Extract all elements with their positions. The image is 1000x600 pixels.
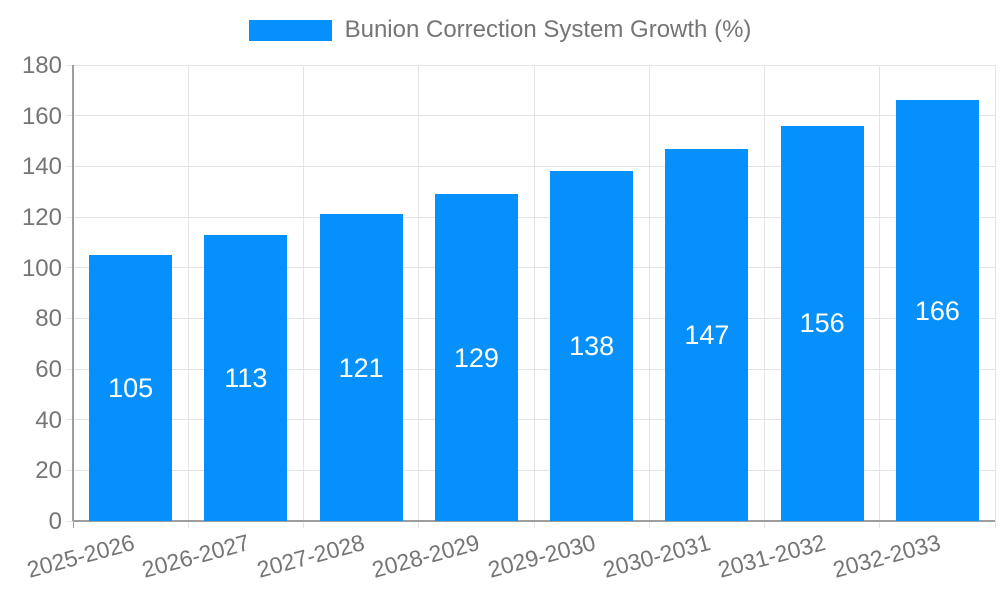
- y-axis-tick-label: 120: [21, 204, 62, 231]
- y-axis-tick-label: 60: [35, 356, 62, 383]
- bar-2028-2029: [434, 194, 518, 521]
- gridline-horizontal: [66, 368, 995, 370]
- x-axis-category-label: 2029-2030: [484, 529, 598, 583]
- y-axis-tick-label: 160: [21, 102, 62, 130]
- x-axis-line: [73, 520, 995, 522]
- legend[interactable]: Bunion Correction System Growth (%): [0, 18, 1000, 42]
- legend-label: Bunion Correction System Growth (%): [344, 16, 752, 43]
- gridline-horizontal: [66, 469, 995, 471]
- gridline-horizontal: [66, 165, 995, 167]
- y-axis-tick-label: 80: [35, 305, 62, 333]
- gridline-horizontal: [66, 115, 995, 117]
- bar-2027-2028: [319, 214, 403, 521]
- x-axis-category-label: 2030-2031: [600, 529, 714, 583]
- gridline-vertical: [303, 65, 304, 528]
- x-axis-category-label: 2028-2029: [369, 529, 483, 583]
- bar-value-label: 147: [684, 319, 730, 350]
- x-axis-tick: [72, 521, 74, 528]
- y-axis-tick-label: 180: [21, 52, 62, 79]
- gridline-vertical: [994, 65, 996, 528]
- y-axis-tick-label: 140: [21, 153, 62, 181]
- bar-2030-2031: [665, 148, 749, 521]
- bar-value-label: 156: [799, 308, 845, 339]
- gridline-horizontal: [66, 64, 995, 66]
- bar-2031-2032: [780, 125, 864, 521]
- gridline-horizontal: [66, 317, 995, 319]
- gridline-vertical: [764, 65, 765, 528]
- bar-2032-2033: [895, 100, 979, 521]
- bar-2026-2027: [204, 234, 288, 521]
- bar-2029-2030: [550, 171, 634, 521]
- y-axis-line: [72, 65, 74, 521]
- gridline-vertical: [879, 65, 881, 528]
- bar-value-label: 129: [453, 342, 499, 373]
- gridline-horizontal: [66, 419, 995, 421]
- x-axis-category-label: 2032-2033: [830, 529, 944, 583]
- y-axis-tick-label: 40: [35, 406, 62, 434]
- bar-value-label: 105: [108, 373, 154, 403]
- y-axis-tick: [66, 520, 73, 522]
- bar-2025-2026: [89, 255, 173, 521]
- bar-value-label: 138: [569, 331, 615, 362]
- bar-value-label: 166: [914, 295, 960, 326]
- bar-value-label: 113: [224, 362, 268, 393]
- gridline-horizontal: [66, 216, 995, 218]
- legend-swatch-icon: [248, 19, 332, 41]
- gridline-vertical: [187, 65, 189, 528]
- gridline-vertical: [533, 65, 535, 528]
- x-axis-category-label: 2026-2027: [139, 529, 253, 583]
- gridline-horizontal: [66, 267, 995, 269]
- bar-value-label: 121: [338, 352, 384, 383]
- y-axis-tick-label: 0: [48, 508, 62, 535]
- gridline-vertical: [648, 65, 650, 528]
- x-axis-category-label: 2025-2026: [23, 529, 137, 583]
- y-axis-tick-label: 100: [21, 254, 62, 282]
- x-axis-category-label: 2031-2032: [715, 529, 829, 583]
- x-axis-category-label: 2027-2028: [254, 529, 368, 583]
- y-axis-tick-label: 20: [35, 457, 62, 485]
- gridline-vertical: [418, 65, 420, 528]
